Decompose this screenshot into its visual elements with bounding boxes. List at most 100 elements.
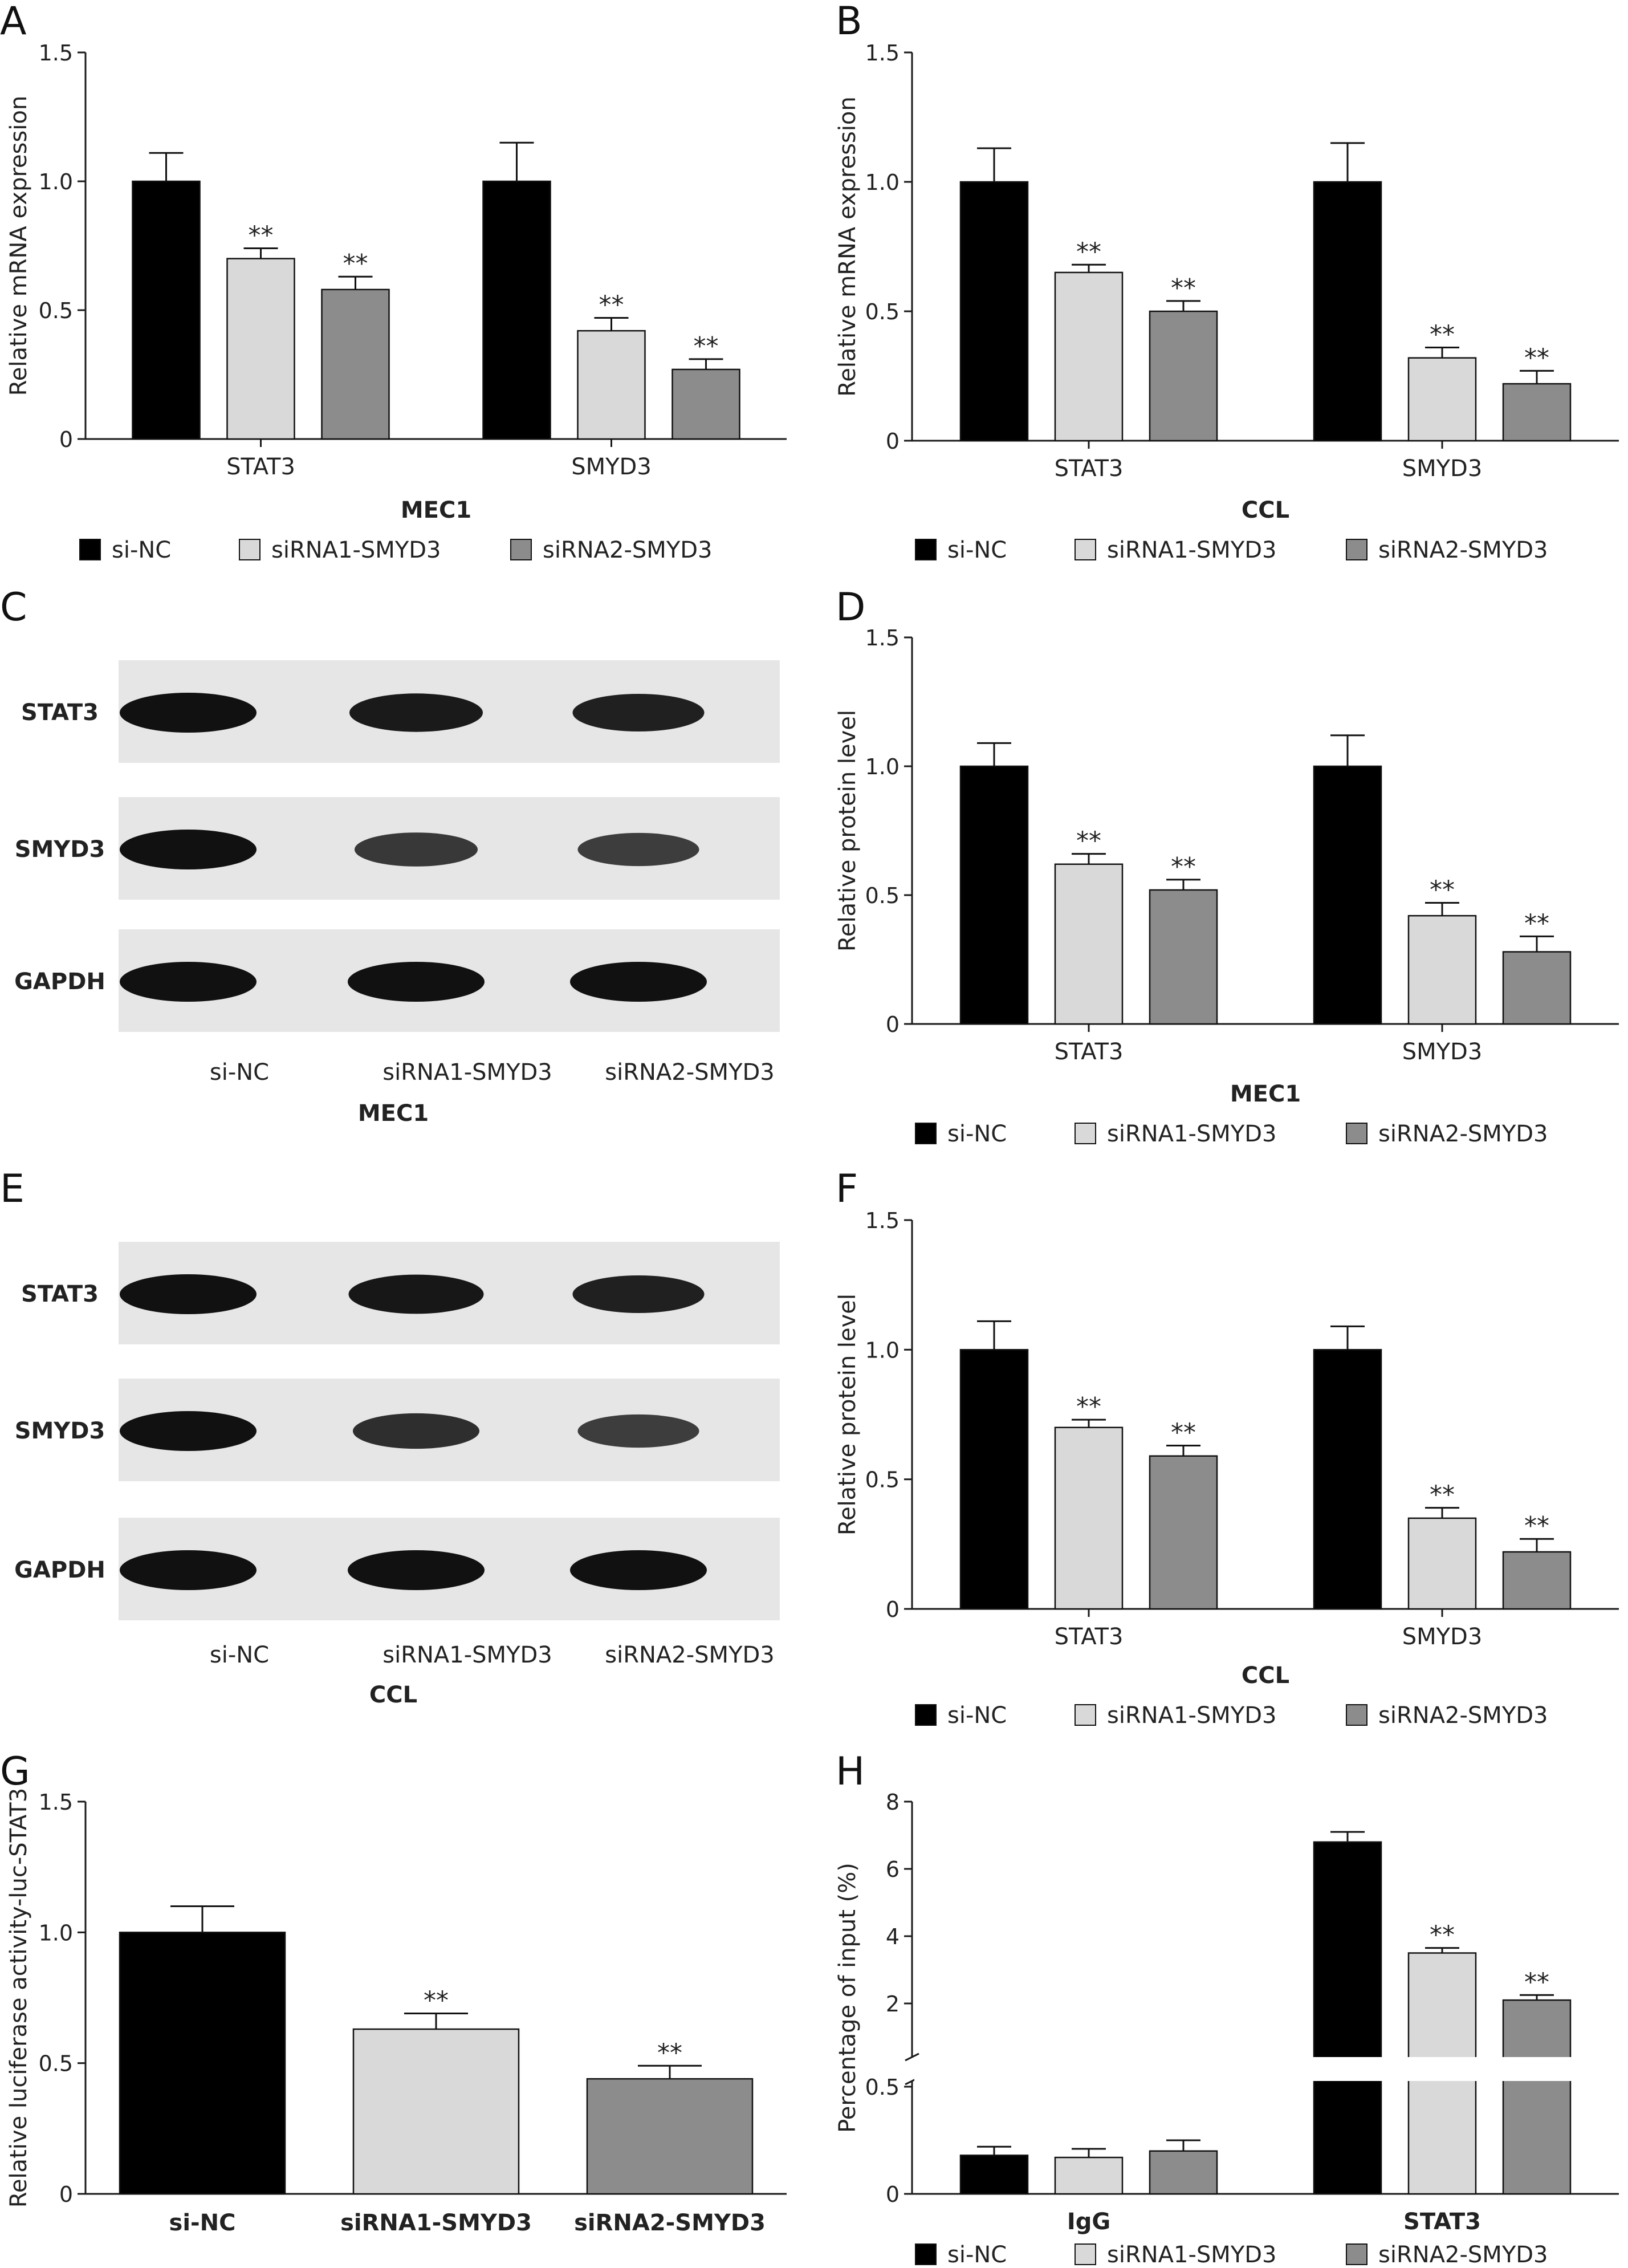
bar-sirna2-smyd3 — [1149, 1455, 1218, 1610]
x-axis-title: CCL — [1242, 497, 1289, 523]
blot-row-label: GAPDH — [14, 969, 105, 995]
legend-swatch — [1075, 2243, 1096, 2265]
blot-row-label: STAT3 — [21, 1281, 99, 1307]
y-axis-label: Relative protein level — [835, 1294, 861, 1535]
y-tick-label: 1.0 — [865, 754, 900, 779]
significance-marker: ** — [1524, 1968, 1549, 1997]
legend-swatch — [79, 539, 101, 560]
legend-swatch — [510, 539, 532, 560]
bar-si-nc — [482, 180, 551, 440]
chart-panel-d: 0 0.5 1.0 1.5 Relative protein level STAT3 ** *… — [835, 625, 1619, 1147]
x-axis-title: CCL — [1242, 1663, 1289, 1689]
legend-swatch — [1075, 1123, 1096, 1144]
bar-si-nc — [1313, 1349, 1382, 1610]
legend-label: si-NC — [947, 1121, 1007, 1147]
bar-sirna1-smyd3 — [1407, 914, 1477, 1025]
bar-sirna2-smyd3 — [1149, 310, 1218, 442]
bar-sirna2-smyd3 — [1502, 1551, 1572, 1610]
panel-letter-a: A — [0, 0, 27, 44]
axis-break-mark — [905, 2052, 919, 2062]
legend-label: siRNA2-SMYD3 — [1378, 1702, 1548, 1729]
blot-lane-label: si-NC — [210, 1059, 269, 1086]
significance-marker: ** — [657, 2038, 682, 2067]
x-tick-label: STAT3 — [226, 454, 295, 480]
bar-sirna1-smyd3 — [352, 2028, 520, 2195]
y-tick-label: 1.5 — [865, 625, 900, 651]
legend-swatch — [915, 539, 937, 560]
bar-si-nc — [959, 181, 1029, 442]
y-axis-label: Relative mRNA expression — [835, 96, 861, 397]
blot-band — [120, 962, 257, 1002]
blot-band — [570, 1550, 707, 1590]
blot-row-label: SMYD3 — [15, 836, 105, 863]
chart-panel-g: 0 0.5 1.0 1.5 Relative luciferase activity-l… — [6, 1788, 787, 2236]
significance-marker: ** — [1076, 827, 1101, 856]
panel-letter-h: H — [836, 1749, 865, 1794]
bar-sirna1-smyd3 — [1407, 1517, 1477, 1610]
x-tick-label: siRNA1-SMYD3 — [340, 2210, 532, 2236]
bar-sirna1-smyd3 — [1054, 1426, 1124, 1610]
blot-lane-label: siRNA1-SMYD3 — [382, 1059, 552, 1086]
panel-letter-d: D — [836, 585, 865, 630]
panel-letter-b: B — [836, 0, 862, 44]
x-tick-label: STAT3 — [1055, 456, 1124, 482]
legend-label: si-NC — [947, 537, 1007, 563]
y-tick-label: 0.5 — [39, 298, 73, 323]
significance-marker: ** — [1524, 1511, 1549, 1541]
blot-panel-c: STAT3 SMYD3 GAPDH si-NC siRNA1-SMYD3 siRNA2-S… — [14, 660, 780, 1127]
legend-swatch — [239, 539, 261, 560]
legend-label: si-NC — [947, 1702, 1007, 1729]
blot-row-label: GAPDH — [14, 1557, 105, 1583]
y-tick-label: 2 — [886, 1991, 900, 2017]
legend-swatch — [915, 1123, 937, 1144]
x-tick-label: STAT3 — [1055, 1624, 1124, 1650]
blot-band — [348, 962, 485, 1002]
bar-si-nc — [1313, 181, 1382, 442]
legend-swatch — [915, 1704, 937, 1726]
x-tick-label: STAT3 — [1403, 2209, 1481, 2235]
bar-sirna1-smyd3 — [226, 258, 295, 440]
legend-label: siRNA1-SMYD3 — [1107, 2242, 1277, 2268]
significance-marker: ** — [424, 1986, 449, 2015]
y-axis-label: Relative protein level — [835, 710, 861, 952]
blot-lane-label: siRNA1-SMYD3 — [382, 1642, 552, 1668]
bar-sirna2-smyd3 — [1149, 2150, 1218, 2195]
legend-label: siRNA1-SMYD3 — [1107, 1702, 1277, 1729]
blot-band — [120, 1411, 257, 1451]
blot-band — [120, 1274, 257, 1314]
blot-caption: MEC1 — [358, 1100, 429, 1127]
bar-sirna2-smyd3 — [671, 368, 740, 440]
y-tick-label: 0.5 — [865, 883, 900, 908]
blot-band — [570, 962, 707, 1002]
blot-row-label: SMYD3 — [15, 1418, 105, 1444]
significance-marker: ** — [1430, 320, 1455, 349]
legend-label: siRNA1-SMYD3 — [1107, 1121, 1277, 1147]
panel-letter-e: E — [0, 1166, 25, 1212]
chart-panel-b: 0 0.5 1.0 1.5 Relative mRNA expression STAT3 *… — [835, 40, 1619, 563]
blot-band — [120, 1550, 257, 1590]
x-tick-label: SMYD3 — [1402, 1624, 1483, 1650]
y-tick-label: 0 — [886, 2182, 900, 2207]
legend-label: siRNA2-SMYD3 — [1378, 537, 1548, 563]
blot-band — [353, 1413, 479, 1449]
y-tick-label: 0 — [886, 429, 900, 454]
x-tick-label: STAT3 — [1055, 1039, 1124, 1065]
bar-si-nc — [132, 180, 201, 440]
x-tick-label: siRNA2-SMYD3 — [574, 2210, 766, 2236]
significance-marker: ** — [1430, 1481, 1455, 1510]
blot-panel-e: STAT3 SMYD3 GAPDH si-NC siRNA1-SMYD3 siRNA2-S… — [14, 1242, 780, 1708]
panel-letter-c: C — [0, 585, 27, 630]
bar-si-nc — [959, 1349, 1029, 1610]
blot-band — [355, 832, 478, 867]
legend-swatch — [915, 2243, 937, 2265]
blot-band — [577, 832, 699, 867]
y-tick-label: 0.5 — [865, 299, 900, 324]
chart-panel-a: 0 0.5 1.0 1.5 Relative mRNA expression STAT3 *… — [6, 40, 787, 563]
significance-marker: ** — [1524, 343, 1549, 372]
y-tick-label: 1.0 — [865, 1338, 900, 1363]
bar-sirna2-smyd3 — [586, 2078, 754, 2195]
x-axis-title: MEC1 — [1230, 1081, 1301, 1107]
y-tick-label: 6 — [886, 1857, 900, 1882]
